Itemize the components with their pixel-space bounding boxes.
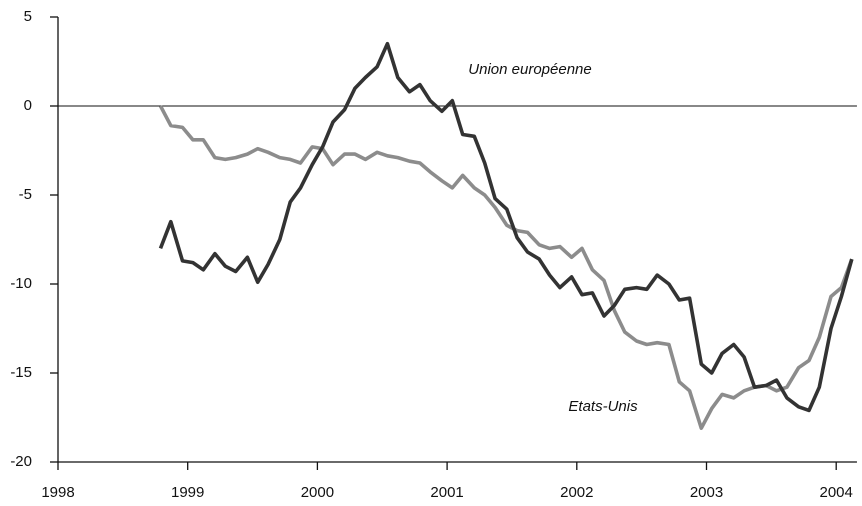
x-tick-label: 1999 [171, 484, 204, 501]
series-line [158, 105, 854, 430]
annotation: Union européenne [468, 61, 591, 78]
y-tick-label: -15 [10, 364, 32, 381]
annotation: Etats-Unis [568, 398, 638, 415]
series-line [158, 41, 854, 413]
x-tick-label: 2002 [560, 484, 593, 501]
y-tick-label: 0 [24, 97, 32, 114]
x-tick-label: 2000 [301, 484, 334, 501]
y-tick-label: 5 [24, 8, 32, 25]
y-tick-label: -10 [10, 275, 32, 292]
x-tick-label: 2003 [690, 484, 723, 501]
y-tick-label: -5 [19, 186, 32, 203]
y-tick-label: -20 [10, 453, 32, 470]
x-tick-label: 2004 [820, 484, 853, 501]
x-tick-label: 1998 [41, 484, 74, 501]
x-tick-label: 2001 [430, 484, 463, 501]
